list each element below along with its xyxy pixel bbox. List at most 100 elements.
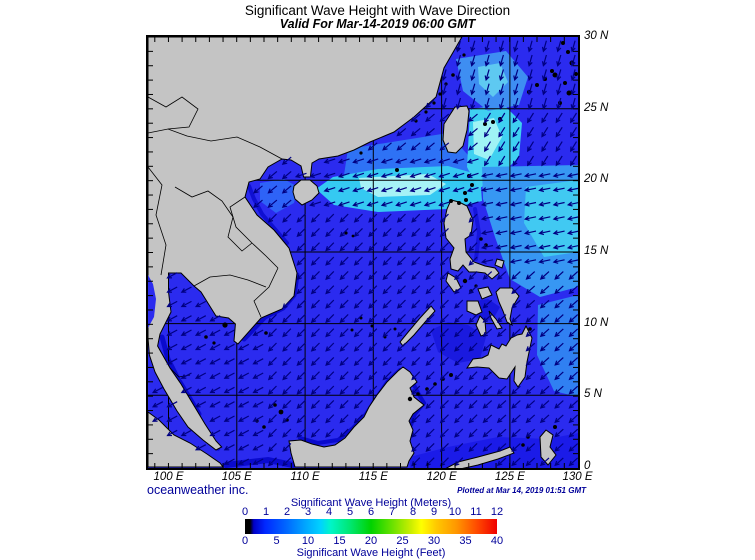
wave-arrow <box>353 299 363 309</box>
wave-arrow <box>511 428 521 438</box>
wave-arrow <box>223 372 235 379</box>
colorbar-feet-tick-30: 30 <box>427 535 441 547</box>
wave-arrow <box>411 428 421 438</box>
wave-arrow <box>368 385 378 395</box>
wave-arrow <box>570 155 578 167</box>
wave-arrow <box>411 342 421 352</box>
wave-arrow <box>496 385 507 395</box>
wave-arrow <box>455 69 461 82</box>
wave-arrow <box>396 285 406 295</box>
land-cebu-bohol <box>488 310 503 330</box>
wave-direction-arrows <box>151 40 578 467</box>
colorbar-meters-tick-6: 6 <box>367 506 375 518</box>
wave-height-dark-luzon-east-dark <box>473 207 482 261</box>
wave-arrow <box>480 244 494 250</box>
wave-arrow <box>482 299 493 309</box>
plotted-timestamp: Plotted at Mar 14, 2019 01:51 GMT <box>457 486 586 495</box>
wave-arrow <box>366 201 379 207</box>
wave-arrow <box>368 299 378 309</box>
wave-arrow <box>411 414 421 424</box>
colorbar-feet-tick-20: 20 <box>364 535 378 547</box>
credit-text: oceanweather inc. <box>147 483 249 497</box>
wave-arrow <box>523 172 537 178</box>
wave-arrow <box>454 285 464 295</box>
map-canvas <box>146 35 580 470</box>
wave-arrow <box>339 270 349 281</box>
wave-arrow <box>468 385 478 395</box>
land-palawan <box>399 305 436 347</box>
wave-arrow <box>554 428 564 438</box>
colorbar-feet-tick-10: 10 <box>301 535 315 547</box>
wave-arrow <box>439 356 449 367</box>
islet <box>457 201 461 205</box>
wave-arrow <box>425 113 435 123</box>
wave-arrow <box>223 329 235 336</box>
wave-arrow <box>480 230 494 236</box>
wave-arrow <box>310 356 320 367</box>
wave-arrow <box>337 172 350 178</box>
wave-arrow <box>281 156 292 166</box>
wave-arrow <box>267 399 277 410</box>
wave-arrow <box>541 141 549 153</box>
wave-arrow <box>484 40 490 53</box>
wave-arrow <box>423 201 436 207</box>
wave-height-patch-taiwan-east-pale <box>473 118 502 160</box>
wave-arrow <box>267 213 277 223</box>
wave-arrow <box>539 271 550 280</box>
wave-arrow <box>325 414 335 424</box>
wave-arrow <box>539 385 550 395</box>
wave-arrow <box>556 69 562 82</box>
islet <box>463 191 467 195</box>
wave-arrow <box>568 299 578 309</box>
wave-arrow <box>180 372 192 379</box>
wave-arrow <box>339 342 349 352</box>
lon-label-100E: 100 E <box>153 471 184 483</box>
wave-arrow <box>539 342 550 352</box>
wave-arrow <box>382 356 392 367</box>
wave-arrow <box>282 299 292 309</box>
land-masbate <box>477 286 493 300</box>
wave-arrow <box>382 299 392 309</box>
wave-arrow <box>180 343 192 351</box>
wave-arrow <box>252 343 264 351</box>
wave-arrow <box>368 328 378 338</box>
wave-arrow <box>309 201 322 207</box>
wave-arrow <box>310 385 320 395</box>
wave-arrow <box>539 357 550 366</box>
wave-arrow <box>396 328 406 338</box>
lat-label-25N: 25 N <box>584 101 609 114</box>
wave-arrow <box>498 112 506 124</box>
wave-arrow <box>425 98 435 109</box>
wave-arrow <box>539 457 550 467</box>
wave-arrow <box>527 97 533 110</box>
wave-arrow <box>337 201 350 207</box>
wave-arrow <box>209 329 221 336</box>
border-thailand-cambodia <box>193 274 267 288</box>
wave-arrow <box>511 457 521 467</box>
wave-arrow <box>368 256 378 266</box>
wave-arrow <box>570 112 578 124</box>
wave-arrow <box>439 256 449 266</box>
wave-arrow <box>282 442 292 452</box>
colorbar-meters-tick-8: 8 <box>409 506 417 518</box>
wave-arrow <box>525 357 536 366</box>
wave-arrow <box>554 271 564 280</box>
wave-arrow <box>468 414 478 424</box>
wave-arrow <box>366 172 379 178</box>
islet <box>262 425 266 429</box>
lon-label-105E: 105 E <box>221 471 252 483</box>
islet <box>212 341 216 345</box>
wave-arrow <box>166 401 178 408</box>
wave-arrow <box>454 399 464 410</box>
wave-arrow <box>237 358 250 365</box>
wave-arrow <box>509 201 522 207</box>
wave-arrow <box>310 399 320 410</box>
wave-arrow <box>382 213 392 223</box>
wave-arrow <box>325 256 335 266</box>
wave-arrow <box>554 385 564 395</box>
wave-arrow <box>180 315 192 322</box>
wave-arrow <box>554 299 564 309</box>
wave-arrow <box>511 328 521 338</box>
islet <box>449 373 453 377</box>
wave-height-patch-celebes-dark <box>410 433 578 468</box>
